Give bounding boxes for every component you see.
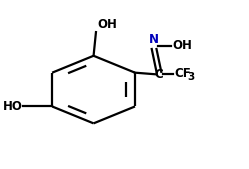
Text: CF: CF — [175, 67, 191, 80]
Text: C: C — [155, 68, 163, 81]
Text: 3: 3 — [187, 72, 195, 82]
Text: OH: OH — [172, 39, 192, 52]
Text: N: N — [149, 33, 159, 46]
Text: HO: HO — [2, 100, 22, 113]
Text: OH: OH — [97, 18, 117, 31]
